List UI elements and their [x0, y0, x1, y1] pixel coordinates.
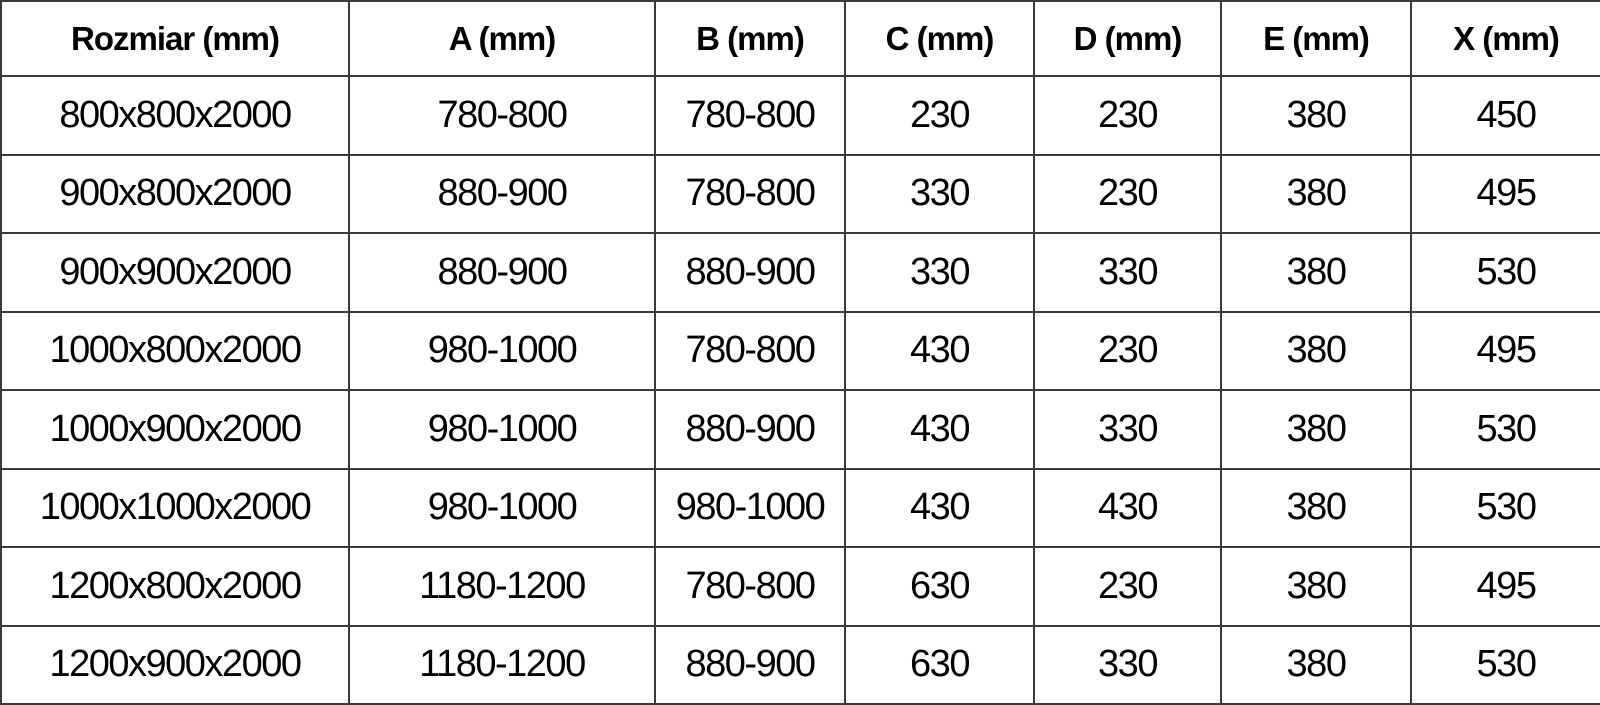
table-cell: 530 [1410, 389, 1600, 470]
table-cell: 1000x800x2000 [0, 310, 350, 391]
column-header-e: E (mm) [1220, 0, 1412, 77]
table-cell: 530 [1410, 467, 1600, 548]
column-header-rozmiar: Rozmiar (mm) [0, 0, 350, 77]
table-cell: 380 [1220, 232, 1412, 313]
table-cell: 1180-1200 [348, 624, 656, 705]
table-cell: 230 [844, 75, 1035, 156]
table-row: 800x800x2000 780-800 780-800 230 230 380 450 [0, 75, 1600, 156]
column-header-a: A (mm) [348, 0, 656, 77]
table-cell: 380 [1220, 546, 1412, 627]
table-cell: 380 [1220, 389, 1412, 470]
table-cell: 530 [1410, 232, 1600, 313]
table-body: 800x800x2000 780-800 780-800 230 230 380 450 90… [0, 75, 1600, 705]
table-cell: 1180-1200 [348, 546, 656, 627]
table-cell: 330 [1033, 389, 1222, 470]
table-cell: 1000x900x2000 [0, 389, 350, 470]
table-row: 900x800x2000 880-900 780-800 330 230 380 495 [0, 153, 1600, 234]
table-cell: 630 [844, 624, 1035, 705]
table-cell: 380 [1220, 310, 1412, 391]
table-cell: 880-900 [654, 624, 846, 705]
table-cell: 380 [1220, 467, 1412, 548]
table-cell: 800x800x2000 [0, 75, 350, 156]
table-cell: 430 [1033, 467, 1222, 548]
table-cell: 230 [1033, 310, 1222, 391]
table-cell: 330 [1033, 232, 1222, 313]
table-cell: 780-800 [654, 546, 846, 627]
table-cell: 530 [1410, 624, 1600, 705]
table-cell: 630 [844, 546, 1035, 627]
table-cell: 495 [1410, 310, 1600, 391]
table-cell: 980-1000 [654, 467, 846, 548]
table-cell: 780-800 [654, 75, 846, 156]
table-cell: 900x800x2000 [0, 153, 350, 234]
table-cell: 380 [1220, 624, 1412, 705]
table-cell: 330 [844, 232, 1035, 313]
column-header-x: X (mm) [1410, 0, 1600, 77]
table-cell: 230 [1033, 153, 1222, 234]
table-cell: 1200x800x2000 [0, 546, 350, 627]
table-cell: 380 [1220, 75, 1412, 156]
table-cell: 430 [844, 310, 1035, 391]
table-cell: 780-800 [348, 75, 656, 156]
table-cell: 980-1000 [348, 389, 656, 470]
table-cell: 880-900 [654, 232, 846, 313]
table-cell: 880-900 [654, 389, 846, 470]
table-cell: 230 [1033, 546, 1222, 627]
table-cell: 450 [1410, 75, 1600, 156]
table-cell: 330 [1033, 624, 1222, 705]
header-row: Rozmiar (mm) A (mm) B (mm) C (mm) D (mm)… [0, 0, 1600, 77]
table-row: 900x900x2000 880-900 880-900 330 330 380 530 [0, 232, 1600, 313]
table-row: 1200x800x2000 1180-1200 780-800 630 230 380 49… [0, 546, 1600, 627]
column-header-b: B (mm) [654, 0, 846, 77]
table-cell: 980-1000 [348, 467, 656, 548]
table-cell: 900x900x2000 [0, 232, 350, 313]
table-cell: 430 [844, 467, 1035, 548]
table-row: 1000x1000x2000 980-1000 980-1000 430 430 380 5… [0, 467, 1600, 548]
table-row: 1000x900x2000 980-1000 880-900 430 330 380 530 [0, 389, 1600, 470]
table-cell: 780-800 [654, 153, 846, 234]
table-cell: 380 [1220, 153, 1412, 234]
table-cell: 495 [1410, 546, 1600, 627]
table-cell: 1200x900x2000 [0, 624, 350, 705]
table-cell: 880-900 [348, 232, 656, 313]
table-cell: 1000x1000x2000 [0, 467, 350, 548]
table-cell: 880-900 [348, 153, 656, 234]
table-cell: 430 [844, 389, 1035, 470]
table-cell: 980-1000 [348, 310, 656, 391]
table-cell: 780-800 [654, 310, 846, 391]
table-row: 1000x800x2000 980-1000 780-800 430 230 380 495 [0, 310, 1600, 391]
column-header-d: D (mm) [1033, 0, 1222, 77]
table-cell: 230 [1033, 75, 1222, 156]
table-row: 1200x900x2000 1180-1200 880-900 630 330 380 53… [0, 624, 1600, 705]
table-cell: 330 [844, 153, 1035, 234]
table-cell: 495 [1410, 153, 1600, 234]
column-header-c: C (mm) [844, 0, 1035, 77]
